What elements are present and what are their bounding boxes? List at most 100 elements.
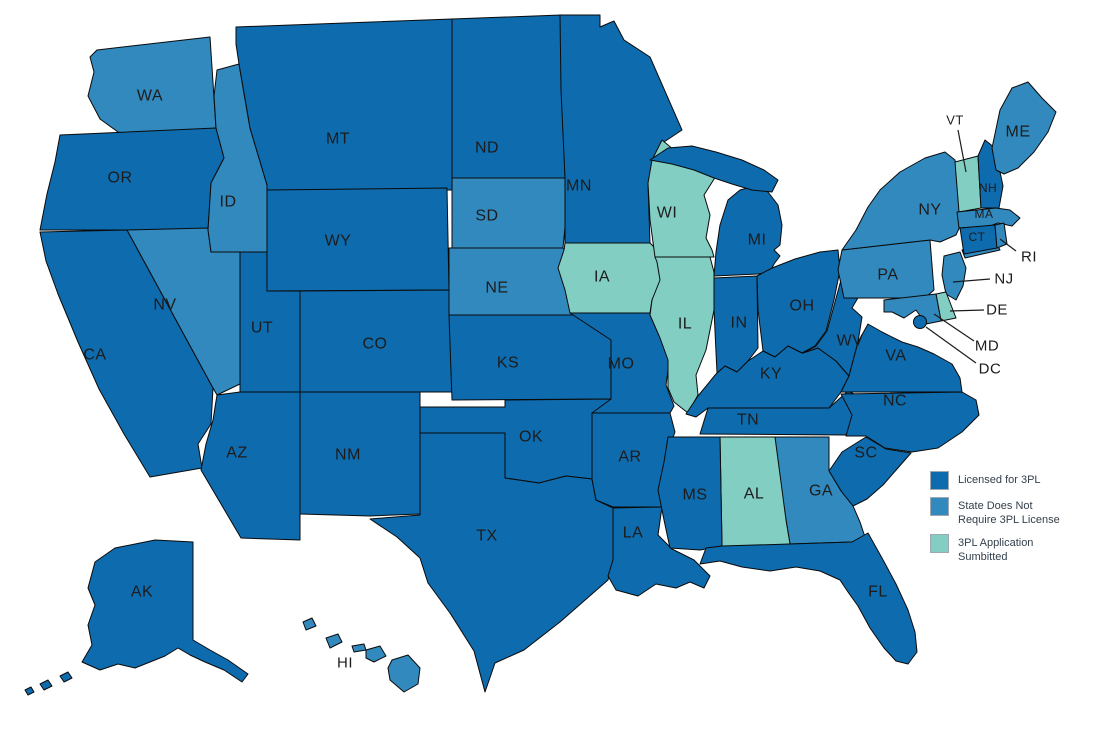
state-label-ut: UT [251, 320, 273, 337]
state-nd [451, 14, 566, 179]
state-label-ia: IA [594, 269, 610, 286]
state-la [607, 506, 711, 597]
legend-swatch-licensed [930, 471, 949, 490]
state-hi [365, 645, 387, 663]
state-label-sd: SD [475, 208, 498, 225]
state-label-tn: TN [737, 412, 759, 429]
state-label-nj: NJ [994, 271, 1013, 288]
state-label-ok: OK [519, 429, 543, 446]
state-label-nc: NC [883, 393, 907, 410]
state-label-de: DE [986, 302, 1008, 319]
states-layer [24, 14, 1057, 696]
state-ms [657, 436, 723, 551]
state-label-sc: SC [854, 445, 877, 462]
callout-lines-layer [925, 129, 1017, 364]
state-label-ca: CA [83, 347, 106, 364]
state-label-nv: NV [153, 297, 176, 314]
state-label-mt: MT [326, 131, 350, 148]
state-labels-layer: WA OR CA NV ID MT WY UT CO AZ NM ND SD NE KS OK TX MN IA MO… [83, 88, 1037, 672]
state-label-ri: RI [1021, 249, 1037, 266]
state-label-wa: WA [137, 88, 163, 105]
legend-swatch-application [930, 534, 949, 553]
state-vt [954, 155, 982, 213]
state-md [883, 293, 942, 325]
state-hi [387, 654, 421, 693]
callout-line-vt [957, 129, 967, 173]
state-label-il: IL [678, 316, 692, 333]
state-ny [841, 151, 963, 251]
state-label-ak: AK [131, 584, 153, 601]
state-label-id: ID [220, 194, 237, 211]
state-label-mo: MO [608, 356, 635, 373]
legend-label-line: Licensed for 3PL [958, 474, 1041, 486]
state-wy [266, 187, 450, 292]
state-label-ct: CT [969, 230, 986, 244]
state-label-nm: NM [335, 447, 361, 464]
state-label-mn: MN [566, 178, 592, 195]
legend-label-application: 3PL Application Sumbitted [958, 534, 1033, 564]
state-label-vt: VT [946, 113, 964, 128]
state-ak [59, 671, 73, 683]
state-ks [448, 314, 614, 401]
state-tx [369, 432, 614, 693]
state-nj [941, 251, 967, 301]
state-label-ny: NY [918, 202, 941, 219]
legend-item-licensed: Licensed for 3PL [930, 471, 1098, 490]
state-label-la: LA [623, 525, 644, 542]
state-hi [351, 643, 367, 653]
callout-line-nj [952, 278, 991, 283]
state-label-al: AL [744, 486, 765, 503]
state-label-ma: MA [975, 207, 994, 221]
state-sd [451, 177, 570, 249]
state-az [200, 391, 301, 541]
state-nc [840, 391, 980, 453]
legend-label-line: State Does Not [958, 500, 1033, 512]
state-label-mi: MI [748, 232, 767, 249]
legend-label-licensed: Licensed for 3PL [958, 471, 1041, 487]
state-label-ks: KS [497, 355, 519, 372]
state-label-az: AZ [226, 445, 247, 462]
state-label-nh: NH [979, 181, 997, 195]
state-ri [994, 222, 1008, 249]
state-mi [649, 145, 779, 193]
state-label-or: OR [108, 170, 133, 187]
state-label-pa: PA [877, 267, 898, 284]
state-mt [235, 18, 453, 191]
state-label-hi: HI [337, 655, 353, 672]
state-label-in: IN [731, 315, 748, 332]
state-ak [81, 539, 249, 683]
state-va [840, 323, 963, 393]
legend-item-application: 3PL Application Sumbitted [930, 534, 1098, 564]
state-label-me: ME [1006, 124, 1031, 141]
state-ak [24, 686, 35, 696]
state-label-co: CO [363, 336, 388, 353]
state-wa [87, 36, 217, 139]
state-fl [699, 532, 918, 665]
callout-line-dc [925, 326, 977, 364]
legend: Licensed for 3PL State Does Not Require … [930, 471, 1098, 571]
state-label-fl: FL [868, 584, 888, 601]
state-label-ms: MS [683, 487, 708, 504]
legend-swatch-not-required [930, 497, 949, 516]
state-label-wi: WI [657, 205, 678, 222]
legend-label-not-required: State Does Not Require 3PL License [958, 497, 1060, 527]
legend-label-line: 3PL Application [958, 537, 1034, 549]
legend-item-not-required: State Does Not Require 3PL License [930, 497, 1098, 527]
state-label-ne: NE [485, 280, 508, 297]
state-hi [302, 617, 317, 631]
state-label-va: VA [885, 348, 906, 365]
callout-line-md [933, 313, 975, 342]
callout-line-ri [999, 238, 1017, 252]
state-label-tx: TX [476, 528, 497, 545]
state-label-md: MD [975, 338, 999, 355]
state-label-oh: OH [790, 298, 815, 315]
state-dc [913, 315, 927, 329]
state-ak [39, 679, 53, 691]
legend-label-line: Sumbitted [958, 551, 1008, 563]
state-label-dc: DC [979, 361, 1002, 378]
state-hi [325, 633, 343, 649]
state-me [991, 81, 1057, 175]
legend-label-line: Require 3PL License [958, 514, 1060, 526]
